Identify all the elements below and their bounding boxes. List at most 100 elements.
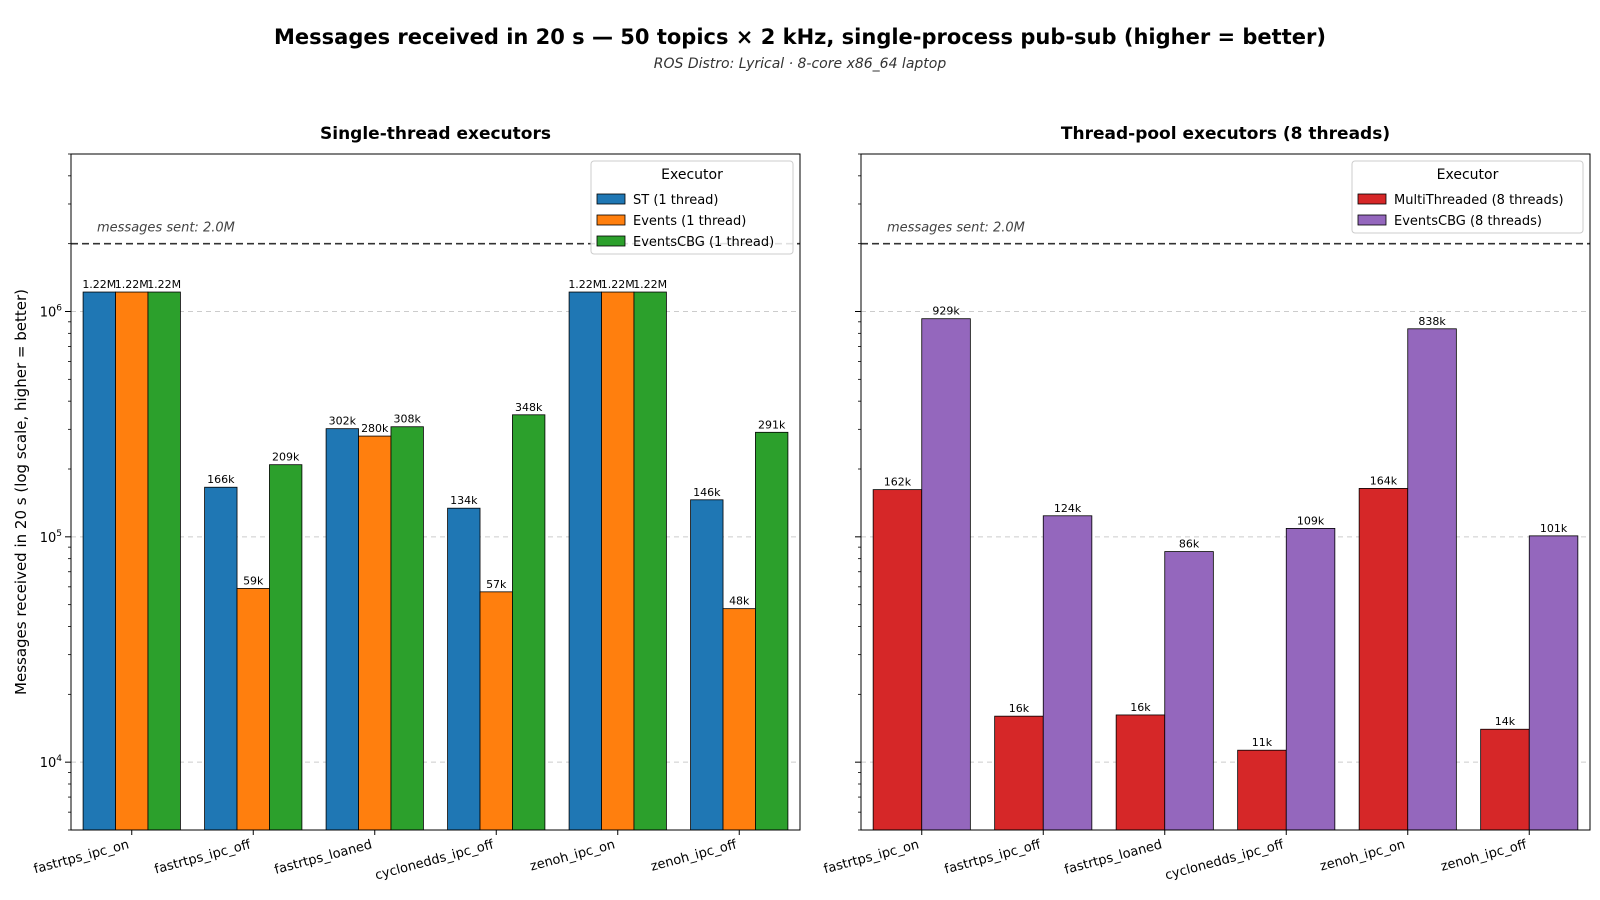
bar-value-label: 164k	[1370, 474, 1398, 487]
bar-value-label: 124k	[1054, 502, 1082, 515]
bar	[447, 507, 481, 831]
legend-entry: EventsCBG (8 threads)	[1394, 214, 1542, 229]
bar-value-label: 59k	[243, 574, 264, 587]
x-tick-label: fastrtps_ipc_on	[32, 837, 131, 877]
legend-swatch	[596, 214, 626, 226]
bar	[1164, 551, 1214, 831]
y-tick-label: 106	[40, 304, 63, 321]
bar	[1285, 528, 1336, 831]
x-tick-label: fastrtps_loaned	[1063, 837, 1164, 877]
legend-box	[590, 160, 794, 255]
legend-swatch	[1357, 214, 1387, 226]
legend-swatch	[596, 193, 626, 205]
legend-entry: Events (1 thread)	[633, 214, 746, 229]
legend-title: Executor	[661, 167, 723, 183]
bar	[690, 499, 724, 831]
bar-value-label: 14k	[1495, 715, 1516, 728]
bar	[1407, 328, 1457, 831]
plot-frame	[860, 153, 1591, 831]
legend-entry: MultiThreaded (8 threads)	[1394, 193, 1564, 208]
bar-value-label: 1.22M	[633, 278, 667, 291]
bar-value-label: 348k	[515, 401, 543, 414]
panel-thread-pool: Thread-pool executors (8 threads) 162k 929…	[822, 124, 1591, 883]
panel-title: Thread-pool executors (8 threads)	[1061, 124, 1390, 144]
bar	[236, 588, 270, 831]
bar-value-label: 280k	[361, 422, 389, 435]
bar-value-label: 166k	[207, 473, 235, 486]
bar-value-label: 291k	[758, 418, 786, 431]
bar	[1528, 535, 1579, 831]
bar	[115, 291, 149, 831]
bar-value-label: 16k	[1009, 702, 1030, 715]
bar-value-label: 162k	[884, 476, 912, 489]
y-tick-label: 104	[40, 754, 63, 771]
bar-value-label: 1.22M	[568, 278, 602, 291]
panel-title: Single-thread executors	[320, 124, 551, 144]
y-tick-label: 105	[40, 529, 62, 546]
panel-single-thread: Single-thread executors1.22M1.22M1.22Mfa…	[12, 124, 801, 883]
bar	[722, 608, 756, 831]
x-tick-label: fastrtps_ipc_off	[153, 837, 253, 877]
legend-swatch	[1357, 193, 1387, 205]
bar	[568, 291, 602, 831]
legend: Executor ST (1 thread) Events (1 thread) Ev…	[590, 160, 794, 255]
bar	[601, 291, 635, 831]
bar	[390, 426, 424, 831]
bar	[1115, 714, 1166, 831]
bar	[994, 715, 1044, 831]
bar-value-label: 838k	[1418, 315, 1446, 328]
bar	[325, 428, 359, 831]
bar-value-label: 308k	[394, 413, 422, 426]
bar-value-label: 109k	[1297, 514, 1325, 527]
legend-box	[1351, 160, 1584, 234]
x-tick-label: cyclonedds_ipc_off	[374, 837, 497, 883]
x-tick-label: cyclonedds_ipc_off	[1164, 837, 1287, 883]
bar-value-label: 1.22M	[147, 278, 181, 291]
x-tick-label: zenoh_ipc_on	[528, 837, 616, 874]
bar-value-label: 929k	[932, 305, 960, 318]
x-tick-label: fastrtps_ipc_on	[822, 837, 921, 877]
bar	[921, 318, 971, 831]
bar-value-label: 11k	[1252, 736, 1273, 749]
figure-subtitle: ROS Distro: Lyrical · 8-core x86_64 lapt…	[654, 56, 947, 72]
x-tick-label: zenoh_ipc_off	[649, 837, 739, 875]
bar-value-label: 48k	[729, 595, 750, 608]
bar	[358, 435, 392, 831]
bar-value-label: 146k	[693, 486, 721, 499]
bar-value-label: 57k	[486, 578, 507, 591]
x-tick-label: fastrtps_ipc_off	[943, 837, 1043, 877]
bar	[633, 291, 667, 831]
bar	[204, 486, 238, 831]
bar-value-label: 134k	[450, 494, 478, 507]
legend-swatch	[596, 235, 626, 247]
bar-value-label: 1.22M	[115, 278, 149, 291]
reference-line-label: messages sent: 2.0M	[887, 221, 1025, 236]
x-tick-label: zenoh_ipc_off	[1439, 837, 1529, 875]
bar-value-label: 16k	[1130, 701, 1151, 714]
bar	[1480, 728, 1530, 831]
x-tick-label: fastrtps_loaned	[273, 837, 374, 877]
bar-value-label: 101k	[1540, 522, 1568, 535]
bar	[269, 464, 303, 831]
x-tick-label: zenoh_ipc_on	[1318, 837, 1406, 874]
bar-value-label: 86k	[1179, 538, 1200, 551]
bar	[512, 414, 546, 831]
bar	[1358, 488, 1409, 831]
reference-line-label: messages sent: 2.0M	[97, 221, 235, 236]
bar	[1042, 515, 1093, 831]
figure-title: Messages received in 20 s — 50 topics × …	[274, 25, 1326, 49]
legend-title: Executor	[1437, 167, 1499, 183]
bar	[479, 591, 513, 831]
legend-entry: ST (1 thread)	[633, 193, 718, 208]
y-axis-label: Messages received in 20 s (log scale, hi…	[12, 289, 30, 695]
plot-frame	[70, 153, 801, 831]
bar-value-label: 1.22M	[82, 278, 116, 291]
legend-entry: EventsCBG (1 thread)	[633, 235, 774, 250]
bar-value-label: 1.22M	[601, 278, 635, 291]
bar	[147, 291, 181, 831]
bar	[82, 291, 116, 831]
legend: Executor MultiThreaded (8 threads) EventsC…	[1351, 160, 1584, 234]
bar	[755, 431, 789, 831]
bar	[1237, 749, 1287, 831]
